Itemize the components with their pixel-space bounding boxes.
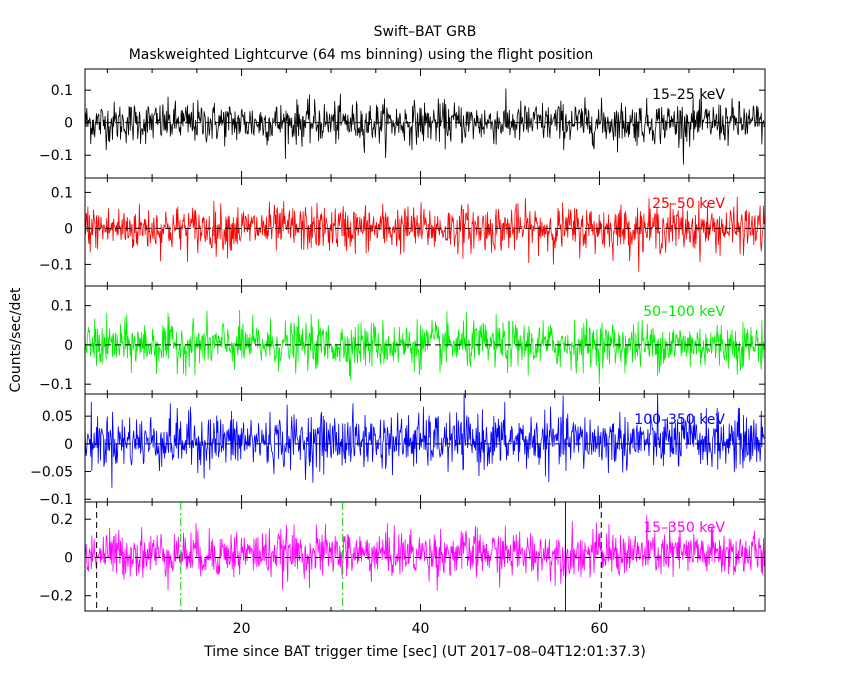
y-tick-label-0-1: 0 <box>64 116 73 132</box>
y-tick-label-1-2: 0.1 <box>51 185 73 201</box>
lightcurve-series-4 <box>85 514 765 591</box>
panels-group: 15–25 keV−0.100.125–50 keV−0.100.150–100… <box>30 68 766 637</box>
panel-1: 25–50 keV −0.1 0 0.1 <box>39 177 766 287</box>
y-tick-label-4-0: −0.2 <box>39 589 73 605</box>
y-tick-label-3-2: 0 <box>64 437 73 453</box>
y-tick-label-1-0: −0.1 <box>39 257 73 273</box>
x-tick-label-0: 20 <box>233 621 251 637</box>
panel-frame-4 <box>84 501 766 612</box>
y-tick-label-0-2: 0.1 <box>51 83 73 99</box>
x-axis-label: Time since BAT trigger time [sec] (UT 20… <box>203 644 646 660</box>
chart-title: Swift–BAT GRB <box>374 24 477 40</box>
y-tick-label-4-1: 0 <box>64 550 73 566</box>
y-tick-label-3-0: −0.1 <box>39 492 73 508</box>
y-tick-label-3-1: −0.05 <box>30 465 73 481</box>
lightcurve-series-3 <box>85 394 765 488</box>
x-tick-label-1: 40 <box>412 621 430 637</box>
band-label-1: 25–50 keV <box>652 196 725 212</box>
panel-2: 50–100 keV −0.1 0 0.1 <box>39 285 766 395</box>
y-tick-label-2-2: 0.1 <box>51 299 73 315</box>
y-tick-label-0-0: −0.1 <box>39 148 73 164</box>
y-tick-label-3-3: 0.05 <box>42 409 73 425</box>
panel-0: 15–25 keV −0.1 0 0.1 <box>39 68 766 179</box>
band-label-4: 15–350 keV <box>643 520 725 536</box>
band-label-2: 50–100 keV <box>643 304 725 320</box>
band-label-3: 100–350 keV <box>634 412 725 428</box>
panel-3: 100–350 keV −0.1 −0.05 0 0.05 <box>30 393 766 508</box>
lightcurve-series-0 <box>85 88 765 165</box>
y-axis-label: Counts/sec/det <box>8 287 24 392</box>
panel-4: 15–350 keV −0.2 0 0.2 <box>39 501 766 612</box>
y-tick-label-1-1: 0 <box>64 221 73 237</box>
y-tick-label-4-2: 0.2 <box>51 512 73 528</box>
y-tick-label-2-1: 0 <box>64 338 73 354</box>
y-tick-label-2-0: −0.1 <box>39 377 73 393</box>
band-label-0: 15–25 keV <box>652 87 725 103</box>
lightcurve-series-2 <box>85 309 765 385</box>
chart-subtitle: Maskweighted Lightcurve (64 ms binning) … <box>129 47 594 63</box>
lightcurve-series-1 <box>85 196 765 272</box>
x-tick-label-2: 60 <box>591 621 609 637</box>
